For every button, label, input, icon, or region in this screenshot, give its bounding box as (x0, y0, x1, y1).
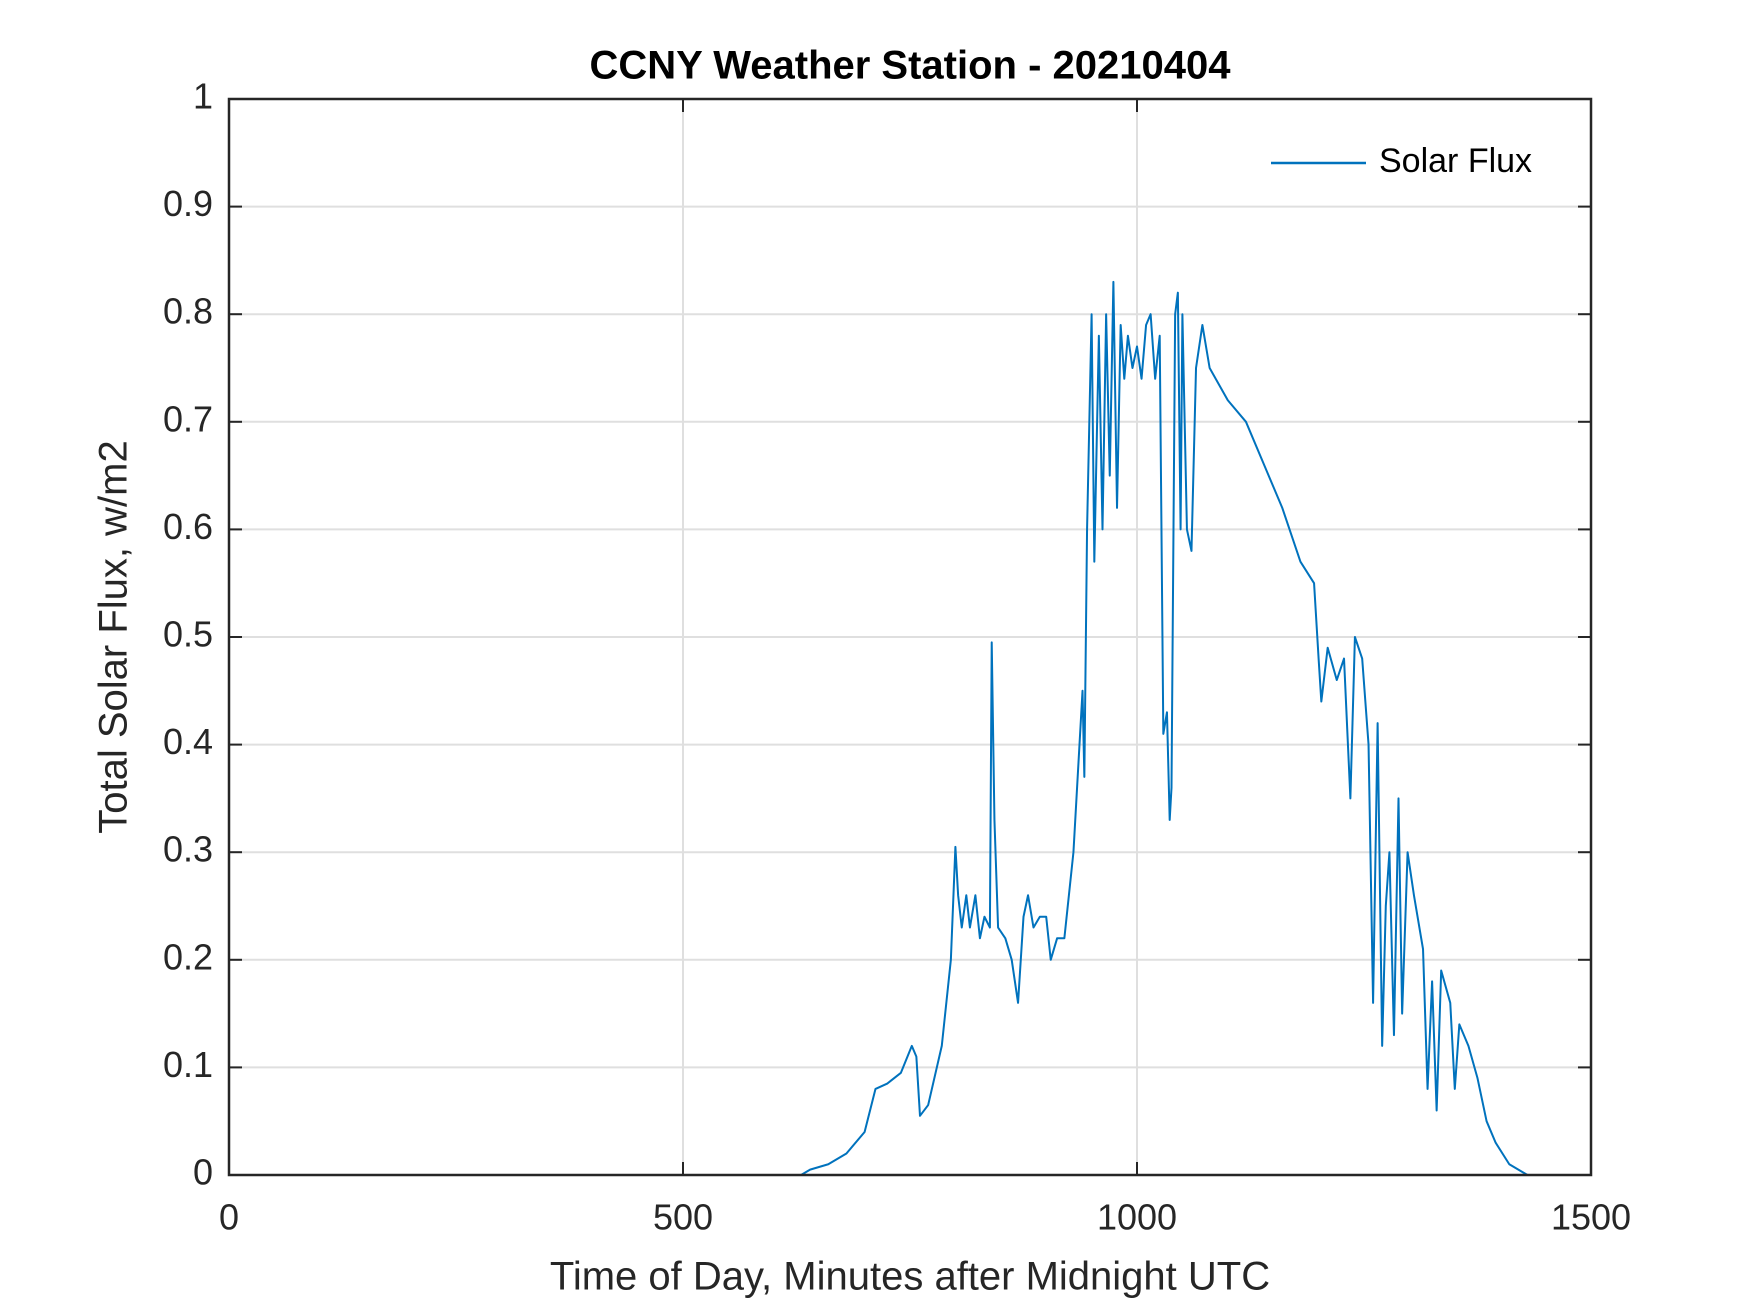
y-tick-label: 0.6 (163, 506, 213, 547)
x-tick-label: 500 (653, 1197, 713, 1238)
legend-label: Solar Flux (1379, 142, 1532, 180)
y-tick-label: 0.5 (163, 614, 213, 655)
x-tick-label: 1500 (1551, 1197, 1631, 1238)
y-tick-label: 0.9 (163, 183, 213, 224)
axes-box (227, 97, 1593, 1177)
x-axis-label: Time of Day, Minutes after Midnight UTC (550, 1255, 1270, 1299)
y-tick-label: 1 (193, 76, 213, 117)
y-tick-label: 0.7 (163, 398, 213, 439)
y-tick-label: 0 (193, 1152, 213, 1193)
y-axis-label: Total Solar Flux, w/m2 (92, 440, 136, 833)
y-tick-label: 0.3 (163, 829, 213, 870)
chart-title: CCNY Weather Station - 20210404 (590, 44, 1232, 88)
data-line (229, 280, 1537, 1176)
y-tick-label: 0.4 (163, 721, 213, 762)
x-tick-label: 1000 (1097, 1197, 1177, 1238)
y-tick-label: 0.8 (163, 291, 213, 332)
y-tick-label: 0.2 (163, 936, 213, 977)
x-tick-label: 0 (219, 1197, 239, 1238)
y-tick-label: 0.1 (163, 1044, 213, 1085)
